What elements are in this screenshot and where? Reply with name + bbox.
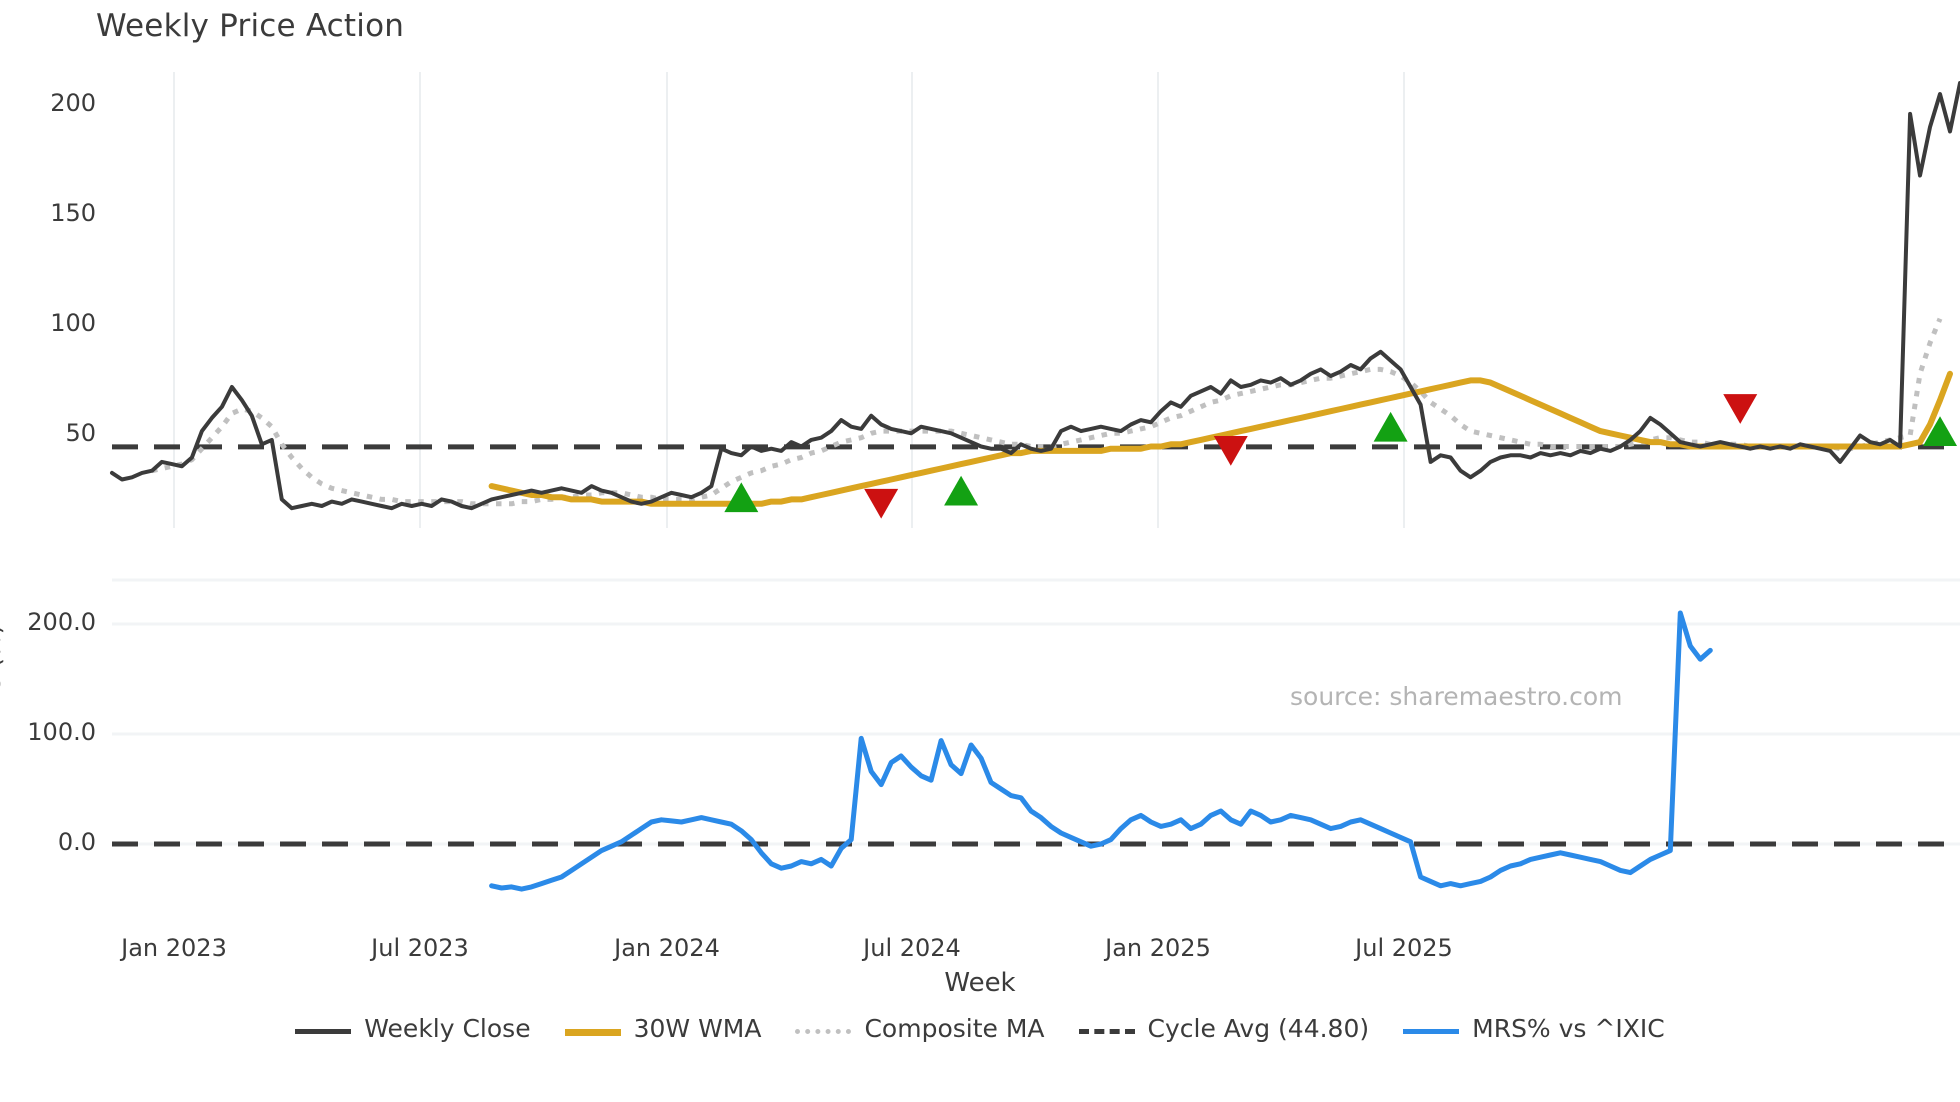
legend-label: Cycle Avg (44.80) [1147, 1014, 1370, 1043]
legend-line [1403, 1028, 1460, 1034]
legend-item[interactable]: Cycle Avg (44.80) [1078, 1014, 1370, 1043]
series-line-mrs-vs-ixic [489, 610, 1713, 892]
legend-swatch-icon [295, 1018, 352, 1040]
legend-label: 30W WMA [633, 1014, 762, 1043]
legend-item[interactable]: MRS% vs ^IXIC [1403, 1014, 1665, 1043]
x-tick: Jan 2024 [614, 934, 720, 962]
page-title: Weekly Price Action [96, 8, 405, 44]
legend-item[interactable]: Weekly Close [295, 1014, 531, 1043]
legend-swatch-icon [795, 1018, 852, 1040]
y-tick-mrs: 100.0 [27, 718, 96, 746]
legend-item[interactable]: Composite MA [795, 1014, 1045, 1043]
y-tick-price: 50 [65, 419, 96, 448]
legend-line [1078, 1028, 1135, 1034]
legend-label: Weekly Close [364, 1014, 531, 1043]
legend-line [795, 1028, 852, 1034]
legend-label: MRS% vs ^IXIC [1472, 1014, 1665, 1043]
series-line-weekly-close [110, 81, 1960, 511]
y-tick-mrs: 0.0 [57, 828, 96, 856]
y-tick-mrs: 200.0 [27, 608, 96, 636]
legend-swatch-icon [1078, 1018, 1135, 1040]
legend-label: Composite MA [864, 1014, 1045, 1043]
x-tick: Jan 2025 [1105, 934, 1211, 962]
legend-swatch-icon [1403, 1018, 1460, 1040]
x-axis-label: Week [944, 968, 1016, 998]
legend-swatch-icon [564, 1018, 621, 1040]
legend-line [564, 1028, 621, 1036]
sell-signal-marker [1723, 394, 1758, 424]
y-tick-price: 150 [50, 199, 96, 228]
x-tick: Jul 2023 [371, 934, 469, 962]
buy-signal-marker [944, 475, 979, 506]
y-tick-price: 200 [50, 89, 96, 118]
buy-signal-marker [1373, 411, 1408, 442]
legend-item[interactable]: 30W WMA [564, 1014, 762, 1043]
source-watermark: source: sharemaestro.com [1290, 682, 1623, 711]
chart-legend: Weekly Close 30W WMA Composite MA Cycle Avg… [0, 1014, 1960, 1043]
x-tick: Jan 2023 [121, 934, 227, 962]
sell-signal-marker [1213, 435, 1248, 466]
x-tick: Jul 2024 [863, 934, 961, 962]
buy-signal-marker [1923, 416, 1958, 447]
legend-line [295, 1028, 352, 1034]
x-tick: Jul 2025 [1355, 934, 1453, 962]
y-tick-price: 100 [50, 309, 96, 338]
buy-signal-marker [724, 482, 759, 513]
sell-signal-marker [864, 488, 899, 519]
